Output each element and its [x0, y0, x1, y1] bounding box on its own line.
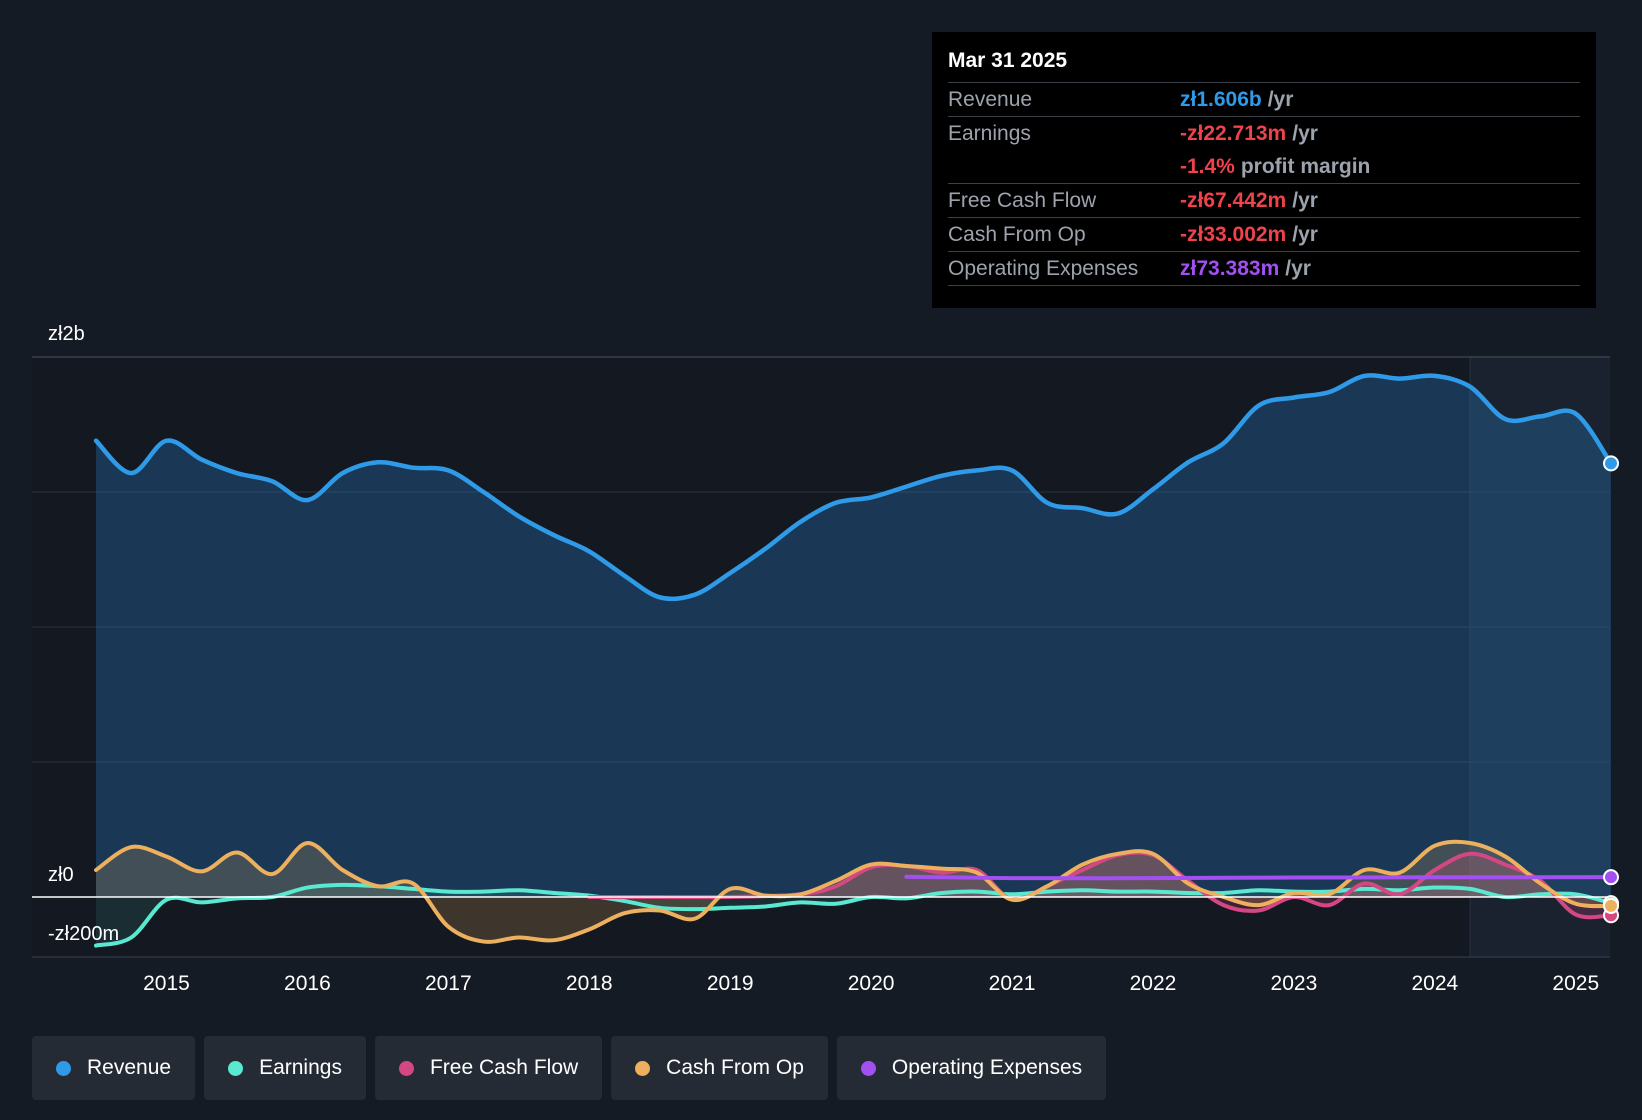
- x-tick-label: 2019: [707, 972, 754, 995]
- legend-item-cash-from-op[interactable]: Cash From Op: [611, 1036, 828, 1100]
- tooltip-label: Free Cash Flow: [948, 188, 1097, 212]
- legend-label: Cash From Op: [666, 1056, 804, 1079]
- legend-item-operating-expenses[interactable]: Operating Expenses: [836, 1036, 1107, 1100]
- earnings-dot-icon: [228, 1060, 244, 1076]
- tooltip-label: Operating Expenses: [948, 256, 1139, 280]
- tooltip-row-earnings: Earnings -zł22.713m /yr: [948, 116, 1580, 150]
- cash-from-op-line[interactable]: [94, 839, 1613, 944]
- legend-label: Operating Expenses: [891, 1056, 1083, 1079]
- tooltip-unit: profit margin: [1240, 154, 1371, 178]
- legend-item-free-cash-flow[interactable]: Free Cash Flow: [374, 1036, 603, 1100]
- free-cash-flow-area: [589, 852, 1611, 918]
- legend-label: Earnings: [259, 1056, 342, 1079]
- tooltip-label: Cash From Op: [948, 222, 1086, 246]
- tooltip-unit: /yr: [1292, 188, 1318, 212]
- y-tick-label: zł0: [48, 864, 74, 886]
- y-tick-label: zł2b: [48, 323, 85, 345]
- tooltip-value: zł1.606b: [1180, 87, 1262, 111]
- free-cash-flow-dot-icon: [398, 1060, 414, 1076]
- operating-expenses-line[interactable]: [904, 874, 1613, 881]
- chart-area: zł2b zł0 -zł200m 2015 2016 2017 2018 2019 2020 2…: [32, 323, 1619, 995]
- tooltip-label: Revenue: [948, 87, 1033, 111]
- x-tick-label: 2022: [1130, 972, 1177, 995]
- cash-from-op-dot-icon: [635, 1060, 651, 1076]
- x-tick-label: 2021: [989, 972, 1036, 995]
- legend-item-revenue[interactable]: Revenue: [32, 1036, 196, 1100]
- tooltip-row-free-cash-flow: Free Cash Flow -zł67.442m /yr: [948, 183, 1580, 217]
- tooltip-value: -zł67.442m: [1180, 188, 1287, 212]
- plot-background: [32, 357, 1610, 957]
- tooltip-unit: /yr: [1292, 121, 1318, 145]
- legend-label: Revenue: [87, 1056, 172, 1079]
- tooltip-row-cash-from-op: Cash From Op -zł33.002m /yr: [948, 217, 1580, 251]
- tooltip-unit: /yr: [1285, 256, 1311, 280]
- x-tick-label: 2025: [1552, 972, 1599, 995]
- tooltip-row-profit-margin: -1.4% profit margin: [948, 150, 1580, 183]
- y-tick-label: -zł200m: [48, 923, 119, 945]
- earnings-area: [96, 884, 1611, 946]
- revenue-endpoint[interactable]: [1603, 455, 1619, 472]
- x-tick-label: 2016: [284, 972, 331, 995]
- revenue-area: [96, 375, 1611, 897]
- x-tick-label: 2020: [848, 972, 895, 995]
- cash-from-op-area: [96, 841, 1611, 942]
- operating-expenses-dot-icon: [860, 1060, 876, 1076]
- revenue-dot-icon: [56, 1060, 71, 1076]
- operating-expenses-endpoint[interactable]: [1603, 869, 1619, 886]
- earnings-line[interactable]: [94, 882, 1613, 948]
- tooltip-value: zł73.383m: [1180, 256, 1280, 280]
- cash-from-op-endpoint[interactable]: [1603, 897, 1619, 914]
- revenue-line[interactable]: [93, 373, 1614, 602]
- tooltip-row-revenue: Revenue zł1.606b /yr: [948, 82, 1580, 116]
- x-tick-label: 2023: [1271, 972, 1318, 995]
- tooltip-value: -zł22.713m: [1180, 121, 1287, 145]
- chart-legend: Revenue Earnings Free Cash Flow Cash Fro…: [32, 1036, 1107, 1100]
- hover-tooltip: Mar 31 2025 Revenue zł1.606b /yr Earning…: [932, 32, 1596, 308]
- tooltip-unit: /yr: [1292, 222, 1318, 246]
- legend-item-earnings[interactable]: Earnings: [204, 1036, 366, 1100]
- forecast-region: [1470, 357, 1610, 957]
- tooltip-value: -1.4%: [1180, 154, 1235, 178]
- tooltip-row-operating-expenses: Operating Expenses zł73.383m /yr: [948, 251, 1580, 286]
- tooltip-unit: /yr: [1267, 87, 1294, 111]
- x-tick-label: 2015: [143, 972, 190, 995]
- tooltip-value: -zł33.002m: [1180, 222, 1287, 246]
- legend-label: Free Cash Flow: [429, 1056, 579, 1079]
- x-tick-label: 2024: [1411, 972, 1458, 995]
- x-tick-label: 2018: [566, 972, 613, 995]
- x-tick-label: 2017: [425, 972, 472, 995]
- tooltip-label: Earnings: [948, 121, 1031, 145]
- tooltip-date: Mar 31 2025: [948, 49, 1068, 72]
